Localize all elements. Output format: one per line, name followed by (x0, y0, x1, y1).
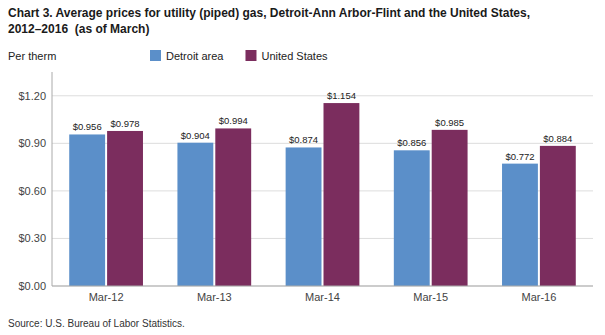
bar (394, 150, 430, 286)
data-label: $0.985 (435, 117, 464, 128)
source-note: Source: U.S. Bureau of Labor Statistics. (8, 318, 185, 329)
x-axis-line (52, 286, 593, 287)
data-label: $0.856 (397, 137, 426, 148)
legend-entry: United States (261, 50, 328, 62)
bar (432, 130, 468, 286)
data-label: $1.154 (327, 90, 356, 101)
legend-entry: Detroit area (166, 50, 224, 62)
bar (177, 143, 213, 286)
data-label: $0.772 (505, 151, 534, 162)
legend-swatch (245, 50, 256, 61)
y-tick-label: $0.90 (18, 137, 46, 149)
grid-line (52, 286, 593, 287)
bar (324, 103, 360, 286)
bar (69, 134, 105, 286)
x-tick-label: Mar-15 (413, 291, 448, 303)
y-tick-label: $0.30 (18, 232, 46, 244)
background (0, 0, 605, 335)
data-label: $0.956 (73, 121, 102, 132)
grid-line (52, 95, 593, 96)
title: Chart 3. Average prices for utility (pip… (8, 6, 530, 20)
x-tick-label: Mar-14 (305, 291, 340, 303)
bar (286, 147, 322, 286)
legend-swatch (150, 50, 161, 61)
y-axis-label: Per therm (8, 50, 56, 62)
x-tick-label: Mar-12 (89, 291, 124, 303)
data-label: $0.904 (181, 130, 210, 141)
subtitle: 2012–2016 (as of March) (8, 22, 149, 36)
bar (502, 164, 538, 286)
bar (540, 146, 576, 286)
y-tick-label: $0.60 (18, 185, 46, 197)
data-labels: $0.956 $0.904 $0.874 $0.856 $0.772 $0.978 $0.9… (73, 90, 573, 162)
bars (69, 103, 576, 286)
data-label: $0.874 (289, 134, 318, 145)
y-tick-label: $1.20 (18, 90, 46, 102)
y-tick-label: $0.00 (18, 280, 46, 292)
data-label: $0.884 (543, 133, 572, 144)
bar (107, 131, 143, 286)
x-tick-label: Mar-16 (521, 291, 556, 303)
y-axis-line (52, 72, 53, 286)
x-tick-label: Mar-13 (197, 291, 232, 303)
data-label: $0.978 (111, 118, 140, 129)
legend: Detroit area United States (150, 50, 328, 62)
bar (215, 128, 251, 286)
data-label: $0.994 (219, 115, 248, 126)
